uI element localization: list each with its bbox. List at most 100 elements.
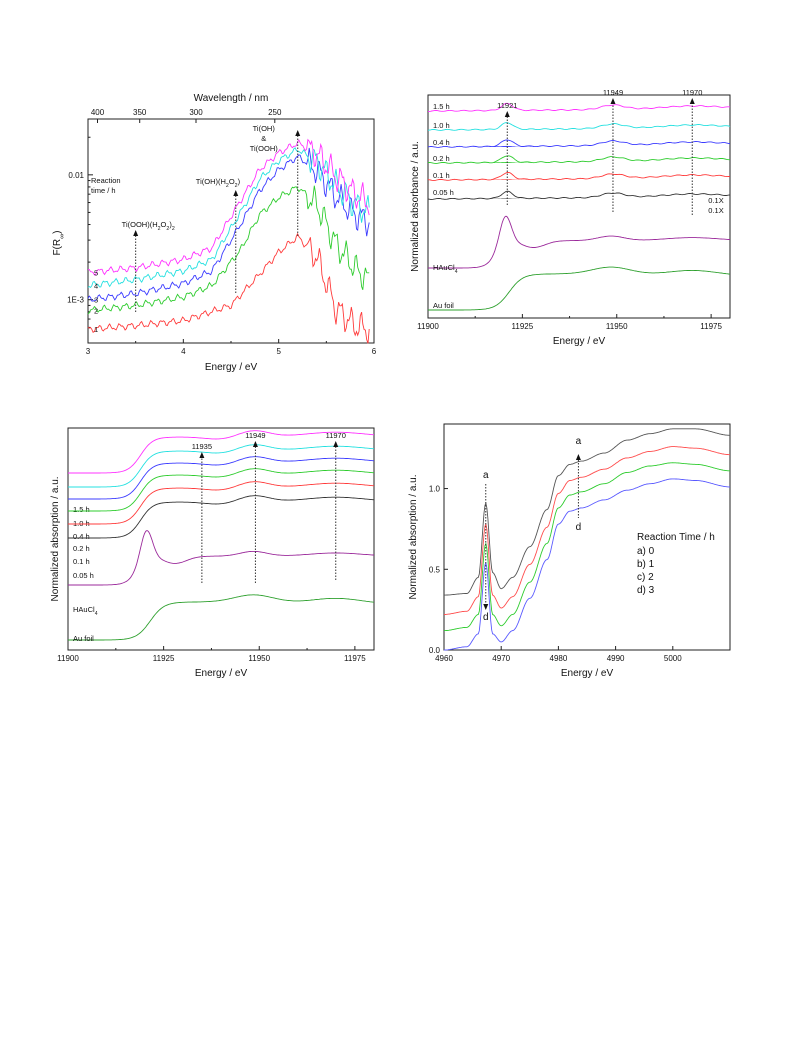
series-label-0.2 h: 0.2 h — [73, 544, 90, 553]
arrow-head — [610, 98, 616, 104]
marker-label: 11970 — [326, 431, 346, 440]
top-axis-label: Wavelength / nm — [194, 93, 269, 104]
series-label-0.4 h: 0.4 h — [433, 138, 450, 147]
annotation-label: Ti(OOH) — [250, 144, 279, 153]
series-line-a) 0 — [444, 428, 730, 596]
series-line-HAuCl — [68, 529, 374, 586]
x-axis-label: Energy / eV — [561, 668, 614, 679]
series-line-2 — [87, 185, 370, 315]
plot-frame — [87, 118, 375, 344]
marker-label: 11970 — [682, 88, 702, 97]
arrow-head — [199, 452, 205, 458]
legend-title: Reaction — [91, 176, 121, 185]
series-label-1.5 h: 1.5 h — [433, 102, 450, 111]
series-line-0.4 h — [427, 139, 731, 148]
y-tick-label: 1E-3 — [67, 296, 84, 305]
y-tick-label: 0.01 — [68, 171, 84, 180]
series-line-0.1 h — [68, 481, 375, 525]
plot-frame — [427, 94, 731, 319]
series-line-HAuCl — [428, 215, 730, 269]
series-label-Au foil: Au foil — [433, 301, 454, 310]
y-axis-label: Normalized absorption / a.u. — [50, 476, 61, 601]
series-label-HAuCl: HAuCl4 — [433, 263, 458, 275]
series-label-Au foil: Au foil — [73, 634, 94, 643]
x-tick-label: 5 — [276, 347, 281, 356]
arrow-label: a — [576, 436, 582, 447]
marker-label: 11949 — [245, 431, 265, 440]
series-label-1.5 h: 1.5 h — [73, 505, 90, 514]
marker-label: 11921 — [497, 101, 517, 110]
series-label-4: 4 — [94, 281, 98, 290]
x-tick-label: 4990 — [607, 654, 625, 663]
series-line-c) 2 — [444, 462, 730, 632]
annotation-label: Ti(OH)(H2O2) — [196, 177, 241, 189]
x-tick-label: 11975 — [344, 654, 366, 663]
y-tick-label: 0.0 — [429, 646, 441, 655]
series-label-5: 5 — [94, 269, 98, 278]
series-label-1.0 h: 1.0 h — [73, 519, 90, 528]
series-line-b) 1 — [444, 446, 730, 615]
annotation-label: Ti(OOH)(H2O2)2 — [122, 220, 175, 232]
plot-frame — [443, 423, 731, 651]
series-line-0.05 h — [427, 190, 731, 200]
x-tick-label: 11975 — [700, 322, 722, 331]
arrow-head — [133, 230, 139, 236]
x-axis-label: Energy / eV — [205, 362, 258, 373]
legend-title: Reaction Time / h — [637, 532, 715, 543]
plot-frame — [67, 427, 375, 651]
x-tick-label: 4970 — [492, 654, 510, 663]
x-tick-label: 4 — [181, 347, 186, 356]
marker-label: 11949 — [603, 88, 623, 97]
series-label-0.05 h: 0.05 h — [73, 571, 94, 580]
series-label-0.4 h: 0.4 h — [73, 532, 90, 541]
annotation-label: & — [261, 134, 266, 143]
arrow-label: d — [483, 612, 489, 623]
arrow-label: d — [576, 522, 582, 533]
y-axis-label: F(R∞) — [52, 230, 66, 255]
x-tick-label: 4980 — [550, 654, 568, 663]
series-line-1.5 h — [68, 430, 375, 474]
series-line-5 — [88, 138, 370, 276]
series-line-0.4 h — [68, 456, 375, 500]
x-tick-label: 11950 — [248, 654, 270, 663]
series-line-0.2 h — [68, 468, 375, 512]
series-line-0.1 h — [427, 171, 731, 181]
peak-fill-0.2 h — [473, 161, 534, 163]
arrow-head — [295, 130, 301, 136]
y-tick-label: 0.5 — [429, 565, 441, 574]
chart-bottom-left: 11900 11925 11950 11975 Energy / eV Normalize… — [50, 427, 375, 679]
peak-fill-0.4 h — [473, 145, 534, 147]
x-axis-label: Energy / eV — [553, 336, 606, 347]
arrow-head — [689, 98, 695, 104]
marker-label: 11935 — [192, 442, 212, 451]
x-tick-label: 11900 — [417, 322, 439, 331]
series-line-1.5 h — [428, 102, 731, 112]
y-axis-label: Normalized absorbance / a.u. — [410, 141, 421, 272]
legend-item: d) 3 — [637, 585, 655, 596]
chart-top-right: 11900 11925 11950 11975 Energy / eV Normalize… — [410, 88, 731, 347]
x-axis-label: Energy / eV — [195, 668, 248, 679]
series-label-0.05 h: 0.05 h — [433, 188, 454, 197]
series-line-4 — [87, 147, 370, 289]
x-tick-label: 11925 — [512, 322, 534, 331]
x-tick-label: 11950 — [606, 322, 628, 331]
series-label-2: 2 — [94, 306, 98, 315]
arrow-label: a — [483, 470, 489, 481]
series-line-Au foil — [68, 594, 375, 641]
series-line-d) 3 — [444, 478, 731, 651]
arrow-head — [575, 454, 581, 460]
x-tick-label: 3 — [86, 347, 91, 356]
series-label-HAuCl: HAuCl4 — [73, 605, 98, 617]
series-line-3 — [87, 147, 370, 302]
arrow-head — [333, 441, 339, 447]
legend-item: a) 0 — [637, 546, 655, 557]
series-label-1: 1 — [94, 325, 98, 334]
top-tick-label: 250 — [268, 108, 282, 117]
annotation-label: Ti(OH) — [253, 124, 276, 133]
series-label-0.1 h: 0.1 h — [73, 557, 90, 566]
x-tick-label: 11925 — [153, 654, 175, 663]
series-line-1.0 h — [68, 444, 375, 488]
chart-uvvis: 3 4 5 6 Energy / eV 400 350 300 250 Wavelength / … — [52, 93, 377, 373]
top-tick-label: 400 — [91, 108, 105, 117]
